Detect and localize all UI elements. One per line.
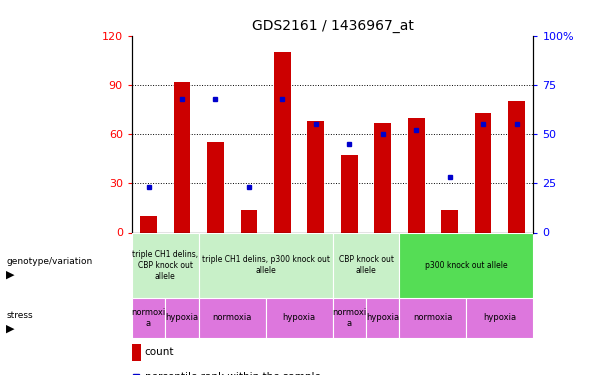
Bar bbox=[366, 298, 400, 338]
Bar bbox=[166, 298, 199, 338]
Bar bbox=[474, 113, 492, 232]
Text: hypoxia: hypoxia bbox=[366, 314, 399, 322]
Text: triple CH1 delins, p300 knock out
allele: triple CH1 delins, p300 knock out allele bbox=[202, 255, 330, 275]
Bar bbox=[466, 298, 533, 338]
Bar bbox=[199, 232, 332, 298]
Text: ▶: ▶ bbox=[6, 324, 15, 334]
Text: normoxi
a: normoxi a bbox=[131, 308, 166, 327]
Text: CBP knock out
allele: CBP knock out allele bbox=[338, 255, 394, 275]
Bar bbox=[441, 210, 458, 232]
Bar bbox=[132, 298, 166, 338]
Bar bbox=[274, 52, 291, 232]
Bar bbox=[140, 216, 157, 232]
Bar bbox=[408, 118, 425, 232]
Bar bbox=[173, 82, 191, 232]
Bar bbox=[332, 232, 400, 298]
Bar bbox=[400, 298, 466, 338]
Text: count: count bbox=[145, 347, 174, 357]
Bar bbox=[332, 298, 366, 338]
Bar bbox=[400, 232, 533, 298]
Text: hypoxia: hypoxia bbox=[166, 314, 199, 322]
Text: normoxia: normoxia bbox=[213, 314, 252, 322]
Bar bbox=[207, 142, 224, 232]
Bar bbox=[508, 101, 525, 232]
Bar bbox=[199, 298, 265, 338]
Text: percentile rank within the sample: percentile rank within the sample bbox=[145, 372, 321, 375]
Text: hypoxia: hypoxia bbox=[483, 314, 516, 322]
Text: normoxi
a: normoxi a bbox=[332, 308, 367, 327]
Text: normoxia: normoxia bbox=[413, 314, 452, 322]
Text: triple CH1 delins,
CBP knock out
allele: triple CH1 delins, CBP knock out allele bbox=[132, 250, 199, 281]
Bar bbox=[132, 344, 140, 361]
Bar bbox=[265, 298, 333, 338]
Text: hypoxia: hypoxia bbox=[283, 314, 316, 322]
Bar bbox=[132, 232, 199, 298]
Bar bbox=[240, 210, 257, 232]
Bar bbox=[375, 123, 391, 232]
Text: ▶: ▶ bbox=[6, 270, 15, 280]
Text: stress: stress bbox=[6, 311, 32, 320]
Bar bbox=[308, 121, 324, 232]
Text: genotype/variation: genotype/variation bbox=[6, 257, 93, 266]
Title: GDS2161 / 1436967_at: GDS2161 / 1436967_at bbox=[251, 19, 414, 33]
Text: p300 knock out allele: p300 knock out allele bbox=[425, 261, 508, 270]
Bar bbox=[341, 155, 357, 232]
